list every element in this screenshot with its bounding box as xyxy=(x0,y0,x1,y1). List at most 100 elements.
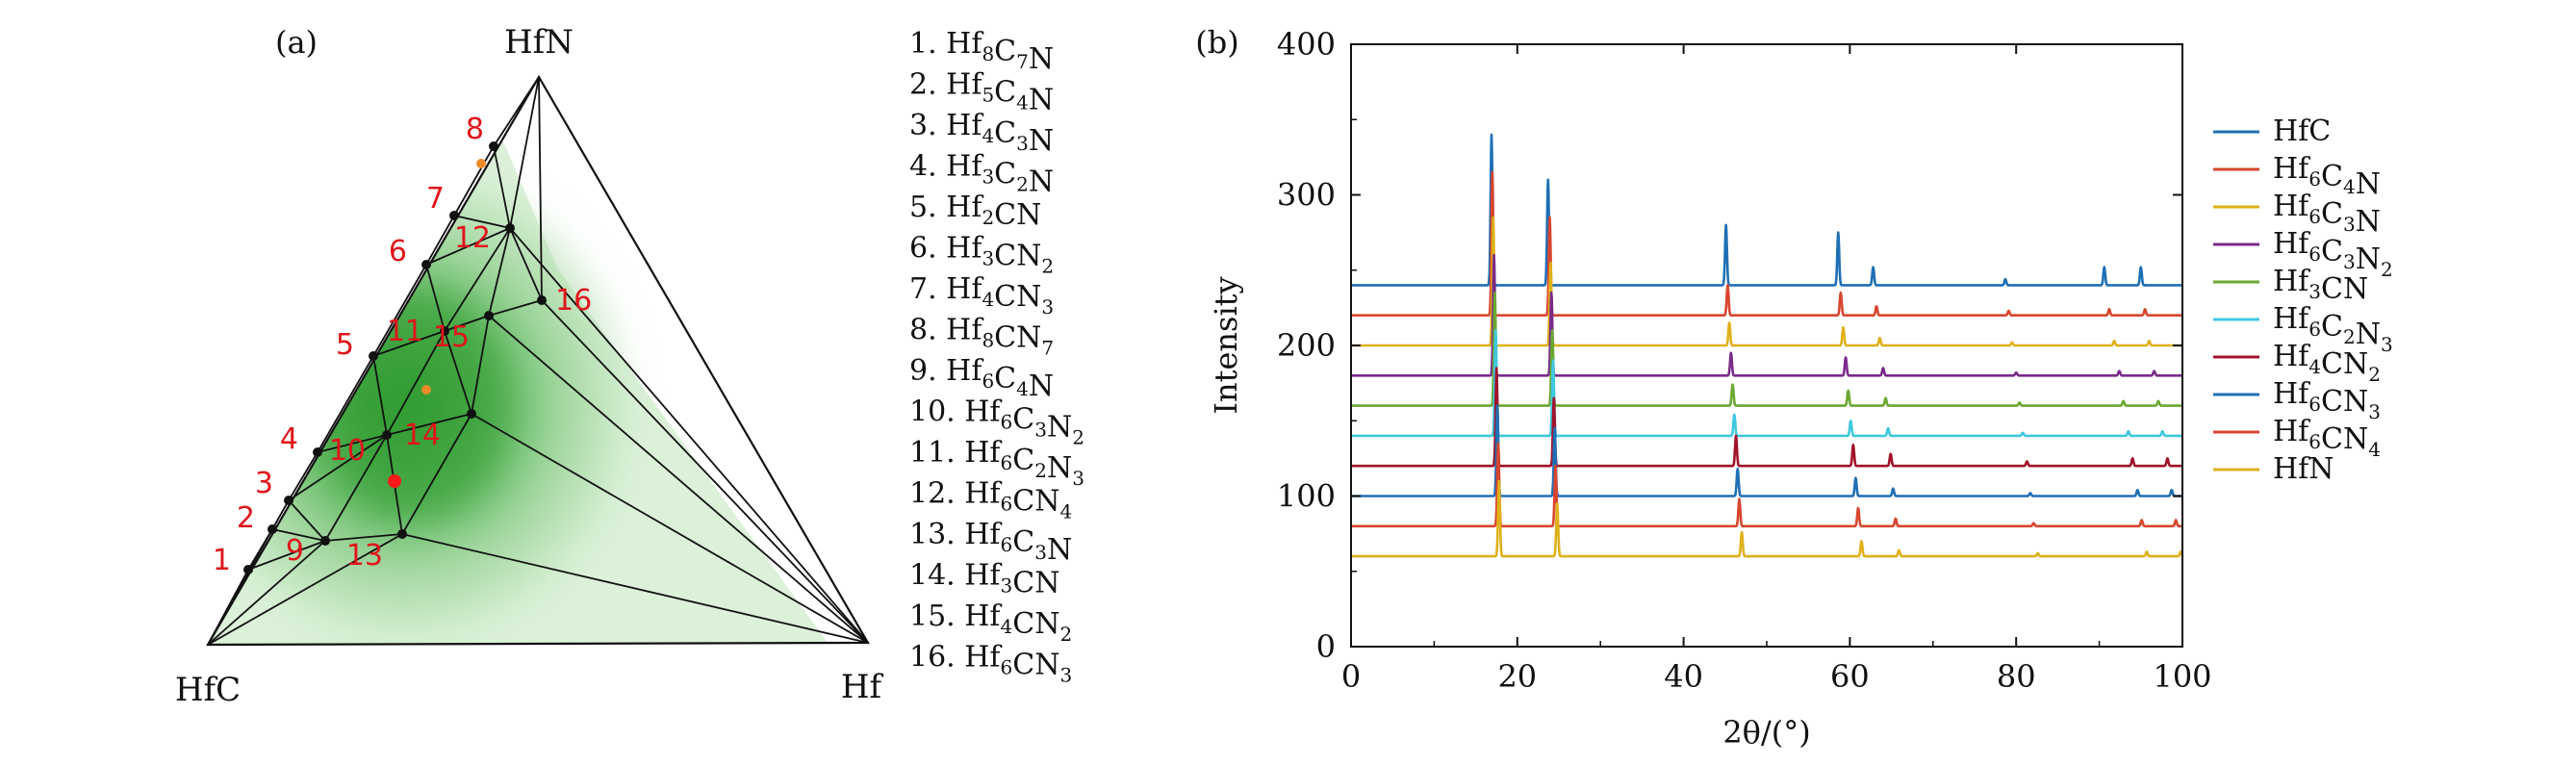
legend-entry: 15. Hf4CN2 xyxy=(909,599,1072,646)
composition-point xyxy=(397,529,407,539)
composition-point xyxy=(268,524,277,534)
extra-point-orange xyxy=(421,385,431,395)
x-axis-label: 2θ/(°) xyxy=(1722,714,1810,751)
tie-line xyxy=(471,315,490,415)
extra-point-orange xyxy=(476,159,486,168)
tie-line xyxy=(488,227,511,317)
y-tick-label: 100 xyxy=(1277,478,1336,515)
tie-line xyxy=(317,434,388,453)
legend-entry: 8. Hf8CN7 xyxy=(909,314,1054,360)
x-tick-label: 100 xyxy=(2153,658,2211,695)
composition-label: 9 xyxy=(286,534,304,568)
tie-line xyxy=(271,528,326,542)
x-tick-label: 60 xyxy=(1830,658,1870,695)
tie-line xyxy=(453,145,495,217)
legend-entry: 7. Hf4CN3 xyxy=(909,272,1054,319)
tie-line xyxy=(541,299,869,644)
composition-point xyxy=(369,351,378,361)
composition-point xyxy=(505,223,515,233)
tie-line xyxy=(247,540,326,571)
legend-entry: 14. Hf3CN xyxy=(909,559,1059,600)
legend-entry: 13. Hf6C3N xyxy=(909,518,1072,567)
tie-line xyxy=(372,330,446,357)
composition-label: 10 xyxy=(329,434,366,468)
composition-point xyxy=(467,409,476,419)
legend-entry: 9. Hf6C4N xyxy=(909,354,1054,403)
composition-point xyxy=(484,311,494,320)
legend-entry: 16. Hf6CN3 xyxy=(909,641,1072,687)
x-axis-label-text: 2θ/(°) xyxy=(1722,714,1810,751)
composition-label: 4 xyxy=(280,422,298,456)
tie-line xyxy=(271,499,290,530)
stability-shading xyxy=(208,135,828,645)
legend-entry: 2. Hf5C4N xyxy=(909,68,1054,117)
vertex-label-hfc: HfC xyxy=(175,671,241,709)
y-tick-label: 400 xyxy=(1277,26,1336,63)
composition-label: 14 xyxy=(404,419,441,452)
tie-line xyxy=(207,533,403,646)
series-line xyxy=(1350,170,2183,317)
series-line xyxy=(1350,404,2183,497)
legend-entry: 3. Hf4C3N xyxy=(909,109,1054,158)
legend-entry: HfN xyxy=(2273,452,2334,486)
tie-line xyxy=(386,330,446,436)
composition-label: 2 xyxy=(237,501,255,535)
tie-line xyxy=(401,413,472,535)
composition-point xyxy=(449,211,459,220)
composition-point xyxy=(382,430,392,440)
tie-line xyxy=(444,330,472,415)
legend-entry: 10. Hf6C3N2 xyxy=(909,395,1084,449)
x-tick-label: 20 xyxy=(1497,658,1537,695)
composition-label: 3 xyxy=(255,467,273,500)
composition-point xyxy=(243,565,253,574)
y-tick-label: 300 xyxy=(1277,177,1336,214)
tie-line xyxy=(488,299,543,317)
series-line xyxy=(1350,291,2183,407)
tie-line xyxy=(207,540,326,646)
legend-entry: 11. Hf6C2N3 xyxy=(909,436,1084,490)
x-tick-label: 80 xyxy=(1997,658,2036,695)
legend-entry: 12. Hf6CN4 xyxy=(909,477,1072,523)
composition-points xyxy=(243,141,547,574)
tie-line xyxy=(509,227,869,644)
composition-label: 15 xyxy=(433,320,470,354)
legend-entry: Hf6C3N xyxy=(2273,190,2381,239)
tie-line xyxy=(372,355,388,436)
panel-a-label: (a) xyxy=(275,24,318,61)
chart-legend: HfC Hf6C4NHf6C3NHf6C3N2Hf3CNHf6C2N3Hf4CN2… xyxy=(2213,115,2393,486)
composition-point xyxy=(313,447,322,457)
tie-line xyxy=(425,264,446,332)
tie-line xyxy=(493,145,511,229)
composition-point xyxy=(537,295,547,305)
tie-line xyxy=(288,451,319,501)
composition-point xyxy=(440,326,449,336)
y-tick-label: 0 xyxy=(1316,628,1336,665)
composition-label: 5 xyxy=(336,328,354,362)
tie-line xyxy=(372,264,427,357)
extra-point-red xyxy=(388,474,401,488)
tie-lines xyxy=(207,76,869,646)
composition-point xyxy=(421,260,431,269)
tie-line xyxy=(509,76,540,229)
legend-entry: Hf6CN3 xyxy=(2273,377,2381,423)
composition-label: 7 xyxy=(426,182,445,216)
tie-line xyxy=(288,499,326,542)
legend-entry: HfC xyxy=(2273,115,2331,148)
tie-line xyxy=(509,227,543,301)
y-tick-label: 200 xyxy=(1277,327,1336,364)
legend-entry: 5. Hf2CN xyxy=(909,191,1041,232)
tie-line xyxy=(324,533,403,542)
tie-line xyxy=(317,355,374,453)
composition-point xyxy=(320,536,330,546)
x-tick-label: 40 xyxy=(1664,658,1703,695)
legend-entry: Hf3CN xyxy=(2273,265,2368,306)
tie-line xyxy=(324,434,388,542)
tie-line xyxy=(425,215,455,266)
tie-line xyxy=(425,227,511,266)
legend-entry: 1. Hf8C7N xyxy=(909,27,1054,76)
series-line xyxy=(1350,216,2183,347)
x-tick-label: 0 xyxy=(1341,658,1361,695)
composition-label: 12 xyxy=(454,221,491,255)
